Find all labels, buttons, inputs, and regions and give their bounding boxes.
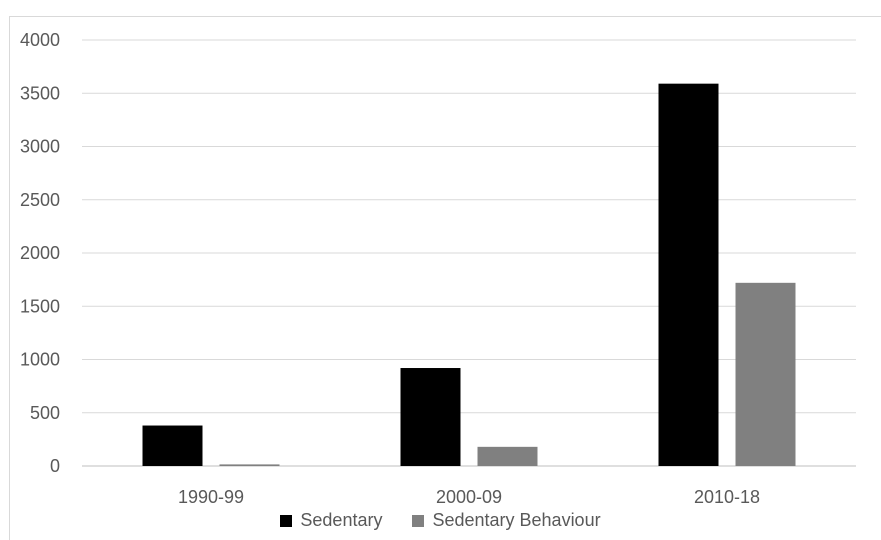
legend-label-sedentary: Sedentary	[300, 510, 383, 530]
y-tick-label: 2000	[20, 243, 60, 263]
y-tick-label: 3500	[20, 83, 60, 103]
x-category-label: 2010-18	[694, 487, 760, 507]
legend-item-sedentary: Sedentary	[280, 510, 382, 531]
bar-sedentary	[658, 83, 719, 466]
legend-label-sedentary-behaviour: Sedentary Behaviour	[432, 510, 601, 530]
bar-sedentary	[400, 368, 461, 466]
legend-swatch-sedentary-behaviour	[412, 514, 425, 527]
legend: Sedentary Sedentary Behaviour	[0, 510, 881, 531]
y-tick-label: 4000	[20, 30, 60, 50]
bar-chart: 0 500 1000 1500 2000 2500 3000 3500 4000 1990-99 2…	[20, 30, 856, 507]
y-tick-label: 500	[30, 403, 60, 423]
x-category-label: 1990-99	[178, 487, 244, 507]
y-tick-label: 2500	[20, 190, 60, 210]
y-tick-label: 1500	[20, 296, 60, 316]
x-category-label: 2000-09	[436, 487, 502, 507]
bar-sedentary-behaviour	[735, 282, 796, 466]
y-tick-label: 0	[50, 456, 60, 476]
y-tick-label: 1000	[20, 350, 60, 370]
legend-swatch-sedentary	[280, 514, 293, 527]
bar-sedentary	[142, 425, 203, 466]
bar-sedentary-behaviour	[477, 446, 538, 466]
legend-item-sedentary-behaviour: Sedentary Behaviour	[412, 510, 601, 531]
chart-frame	[9, 16, 881, 540]
bar-sedentary-behaviour	[219, 464, 280, 466]
y-tick-label: 3000	[20, 137, 60, 157]
